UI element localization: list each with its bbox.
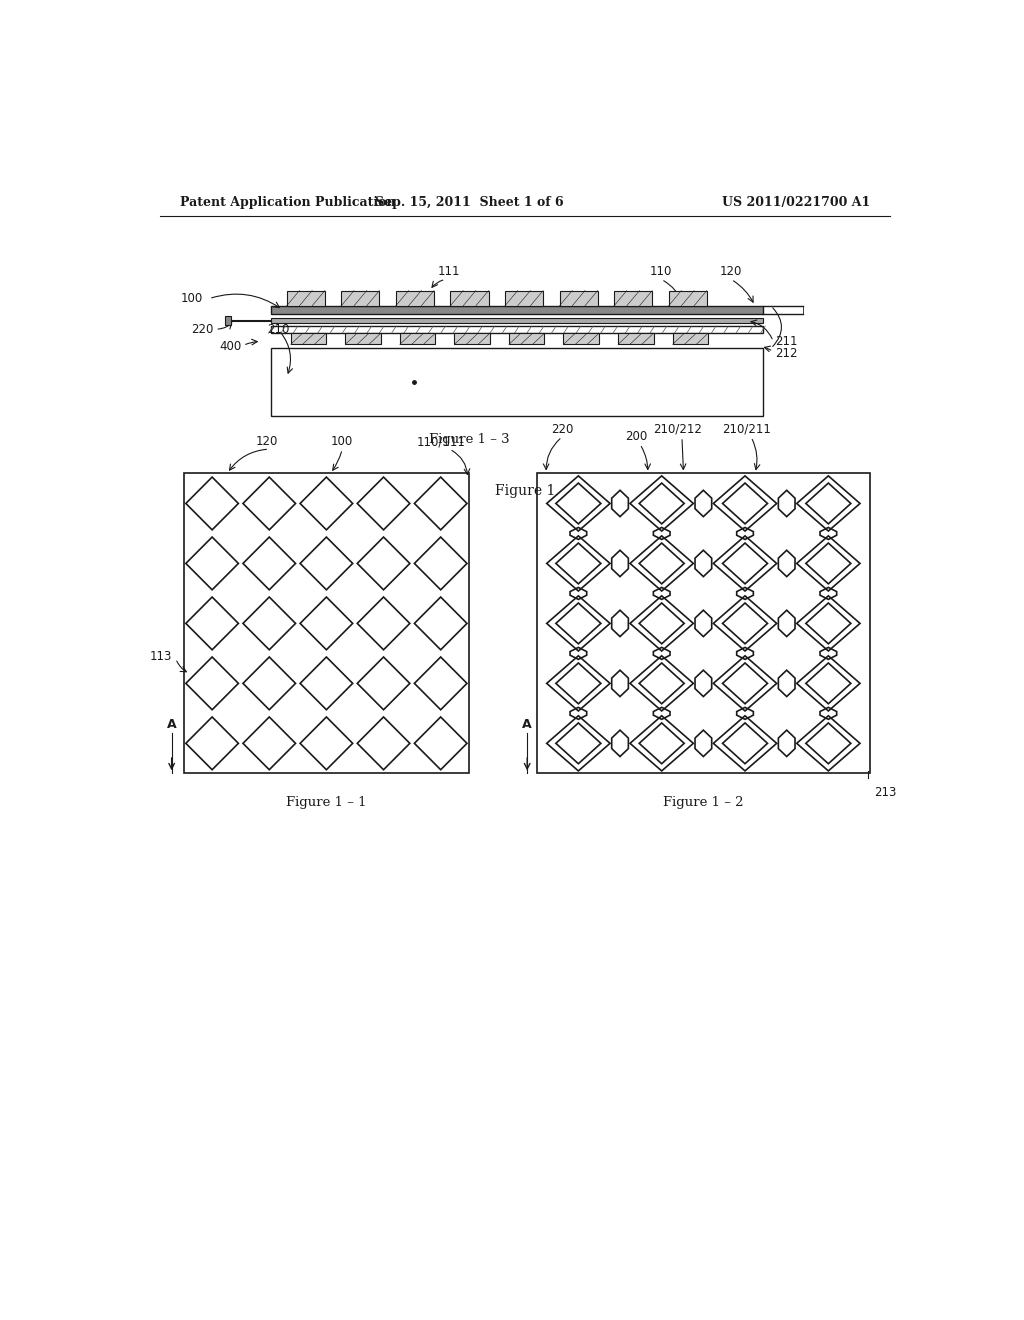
Bar	[396, 290, 434, 306]
Bar	[614, 290, 652, 306]
Text: 100: 100	[181, 292, 204, 305]
Bar	[291, 333, 327, 345]
Text: A: A	[167, 718, 176, 731]
Text: 113: 113	[150, 649, 172, 663]
Bar	[669, 290, 707, 306]
Bar	[451, 290, 488, 306]
Text: Figure 1 – 2: Figure 1 – 2	[664, 796, 743, 809]
Bar	[505, 290, 543, 306]
Bar	[270, 306, 763, 314]
Bar	[537, 474, 870, 774]
Text: 213: 213	[873, 785, 896, 799]
Text: 120: 120	[720, 265, 742, 279]
Text: Figure 1 – 1: Figure 1 – 1	[286, 796, 367, 809]
Text: Figure 1: Figure 1	[495, 483, 555, 498]
Bar	[287, 290, 325, 306]
Text: Patent Application Publication: Patent Application Publication	[179, 195, 395, 209]
Text: 100: 100	[331, 436, 353, 447]
Bar	[399, 333, 435, 345]
Text: Sep. 15, 2011  Sheet 1 of 6: Sep. 15, 2011 Sheet 1 of 6	[375, 195, 563, 209]
Bar	[455, 333, 489, 345]
Text: 211: 211	[775, 335, 798, 348]
Bar	[183, 474, 469, 774]
Text: 400: 400	[219, 341, 242, 352]
Text: 120: 120	[256, 436, 279, 447]
Bar	[559, 290, 598, 306]
Text: 220: 220	[191, 322, 214, 335]
Text: US 2011/0221700 A1: US 2011/0221700 A1	[722, 195, 870, 209]
Text: 110: 110	[650, 265, 673, 279]
Bar	[618, 333, 653, 345]
Bar	[563, 333, 599, 345]
Bar	[509, 333, 545, 345]
Bar	[270, 318, 763, 323]
Bar	[341, 290, 380, 306]
Bar	[270, 348, 763, 416]
Bar	[225, 317, 231, 325]
Text: 210: 210	[267, 322, 289, 335]
Bar	[270, 326, 763, 333]
Text: 110/111: 110/111	[417, 436, 466, 447]
Text: 212: 212	[775, 347, 798, 360]
Text: 200: 200	[625, 430, 647, 444]
Text: A: A	[522, 718, 532, 731]
Text: 210/212: 210/212	[653, 422, 702, 436]
Bar	[673, 333, 708, 345]
Text: 111: 111	[438, 265, 461, 279]
Text: Figure 1 – 3: Figure 1 – 3	[429, 433, 510, 446]
Text: 220: 220	[551, 422, 573, 436]
Bar	[345, 333, 381, 345]
Text: 210/211: 210/211	[723, 422, 771, 436]
